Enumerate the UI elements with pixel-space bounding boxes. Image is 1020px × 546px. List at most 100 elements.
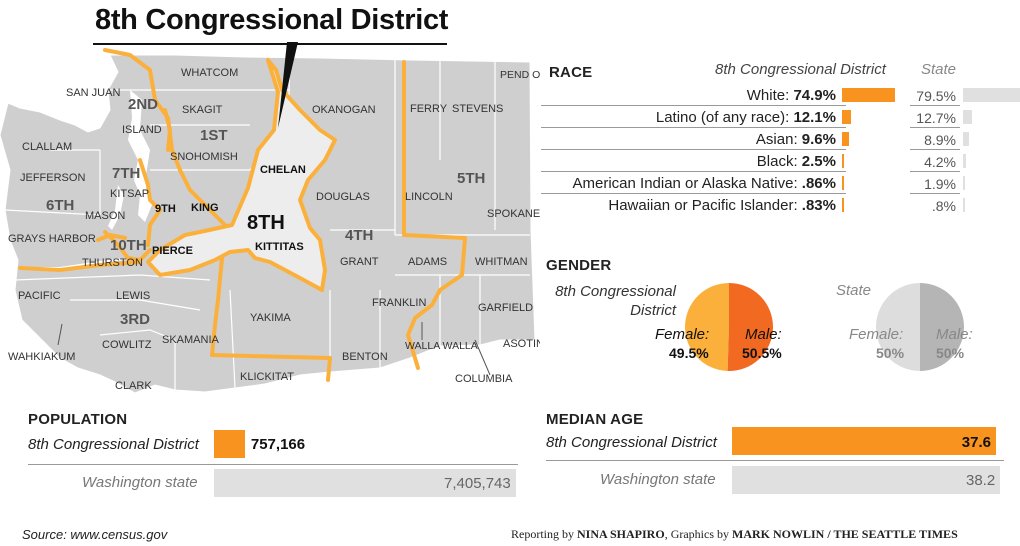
- race-district-bar: [842, 132, 849, 146]
- gender-header: GENDER: [546, 257, 612, 274]
- race-category: Hawaiian or Pacific Islander:: [608, 197, 798, 214]
- byline-prefix: Reporting by: [511, 527, 577, 541]
- race-district-value: 74.9%: [793, 87, 836, 104]
- county-label: LEWIS: [116, 290, 150, 302]
- race-district-bar: [842, 154, 844, 168]
- race-row-separator: [910, 149, 960, 150]
- pie-slice-female: [876, 283, 920, 371]
- county-label: KITSAP: [110, 188, 149, 200]
- county-label: CHELAN: [260, 164, 306, 176]
- leader-lines: [57, 322, 491, 376]
- county-label: COWLITZ: [102, 339, 152, 351]
- race-row-separator: [910, 171, 960, 172]
- district-label: 2ND: [128, 96, 158, 113]
- race-category: Latino (of any race):: [655, 109, 790, 126]
- race-state-value: 1.9%: [924, 176, 956, 192]
- county-label: BENTON: [342, 351, 388, 363]
- district-female-label: Female:: [655, 326, 710, 343]
- race-category: Black:: [756, 153, 798, 170]
- median-age-state-value: 38.2: [966, 472, 996, 489]
- county-label: YAKIMA: [250, 312, 291, 324]
- county-label: SKAMANIA: [162, 334, 220, 346]
- race-row-separator: [541, 127, 846, 128]
- race-header: RACE: [549, 64, 593, 81]
- county-label: KING: [191, 202, 219, 214]
- race-district-bar: [842, 176, 844, 190]
- district-male-value: 50.5%: [742, 345, 782, 361]
- race-row-separator: [910, 105, 960, 106]
- gender-state-title: State: [836, 282, 872, 299]
- page-title: 8th Congressional District: [95, 4, 449, 36]
- race-category: Asian:: [755, 131, 798, 148]
- county-label: STEVENS: [452, 103, 503, 115]
- county-label: GARFIELD: [478, 302, 533, 314]
- race-state-value: 79.5%: [916, 88, 956, 104]
- district-label: 3RD: [120, 311, 150, 328]
- county-label: KLICKITAT: [240, 371, 294, 383]
- race-district-bar: [842, 198, 844, 212]
- pie-slice-female: [684, 283, 729, 371]
- race-district-value: 9.6%: [801, 131, 836, 148]
- population-district-bar: [214, 430, 245, 458]
- county-label: PEND OREILLE: [500, 69, 540, 81]
- population-district-value: 757,166: [250, 436, 306, 453]
- race-row-separator: [541, 149, 846, 150]
- county-label: PACIFIC: [18, 290, 61, 302]
- county-label: THURSTON: [82, 257, 143, 269]
- district-label: 4TH: [345, 227, 373, 244]
- race-col-district: 8th Congressional District: [715, 61, 886, 78]
- county-label: SPOKANE: [487, 208, 540, 220]
- county-label: GRAYS HARBOR: [8, 233, 96, 245]
- district-label: 8TH: [247, 212, 285, 234]
- county-label: FRANKLIN: [372, 297, 426, 309]
- byline-reporter: NINA SHAPIRO: [577, 527, 665, 541]
- county-label: SKAGIT: [182, 104, 223, 116]
- race-row-separator: [541, 171, 846, 172]
- county-lines: [4, 57, 530, 390]
- district-label-layer: 2ND 1ST 7TH 6TH 9TH 10TH 3RD 8TH 4TH 5TH: [46, 96, 485, 328]
- race-district-value: .86%: [801, 175, 836, 192]
- race-district-bar: [842, 88, 895, 102]
- district-label: 1ST: [200, 127, 228, 144]
- district-map: WHATCOM SAN JUAN SKAGIT ISLAND CLALLAM S…: [0, 42, 540, 394]
- race-row-separator: [910, 193, 960, 194]
- population-separator: [28, 464, 518, 465]
- county-label: CLARK: [115, 380, 152, 392]
- county-label: LINCOLN: [405, 191, 453, 203]
- race-district-value: .83%: [801, 197, 836, 214]
- gender-district-title: 8th Congressional District: [555, 283, 676, 319]
- county-label: WALLA WALLA: [405, 340, 478, 352]
- byline-graphics: MARK NOWLIN / THE SEATTLE TIMES: [732, 527, 958, 541]
- county-label: MASON: [85, 210, 125, 222]
- county-label: OKANOGAN: [312, 104, 376, 116]
- median-age-state-bar: [732, 466, 1000, 494]
- district-female-value: 49.5%: [669, 345, 709, 361]
- race-state-value: 12.7%: [916, 110, 956, 126]
- race-state-value: 4.2%: [924, 154, 956, 170]
- median-age-district-bar: [732, 427, 996, 455]
- race-state-value: .8%: [931, 198, 956, 214]
- county-label: KITTITAS: [255, 241, 304, 253]
- race-row-label: Asian: 9.6%: [756, 131, 836, 148]
- district-label: 10TH: [110, 237, 147, 254]
- state-male-value: 50%: [936, 345, 965, 361]
- race-district-value: 12.1%: [793, 109, 836, 126]
- district-label: 6TH: [46, 197, 74, 214]
- district-male-label: Male:: [745, 326, 782, 343]
- population-state-bar: [214, 469, 516, 497]
- race-district-bar: [842, 110, 851, 124]
- hood-canal: [108, 185, 124, 230]
- median-age-header: MEDIAN AGE: [546, 411, 644, 428]
- population-state-label: Washington state: [82, 474, 198, 491]
- population-state-value: 7,405,743: [444, 475, 511, 492]
- race-col-state: State: [921, 61, 957, 78]
- race-state-bar: [963, 110, 973, 124]
- pie-slice-male: [920, 283, 964, 371]
- race-state-bar: [963, 132, 970, 146]
- puget-sound: [128, 90, 152, 222]
- county-label-layer: WHATCOM SAN JUAN SKAGIT ISLAND CLALLAM S…: [8, 67, 540, 392]
- race-row-separator: [541, 105, 846, 106]
- gender-district-pie: [684, 283, 773, 371]
- district-label: 7TH: [112, 165, 140, 182]
- county-label: GRANT: [340, 256, 379, 268]
